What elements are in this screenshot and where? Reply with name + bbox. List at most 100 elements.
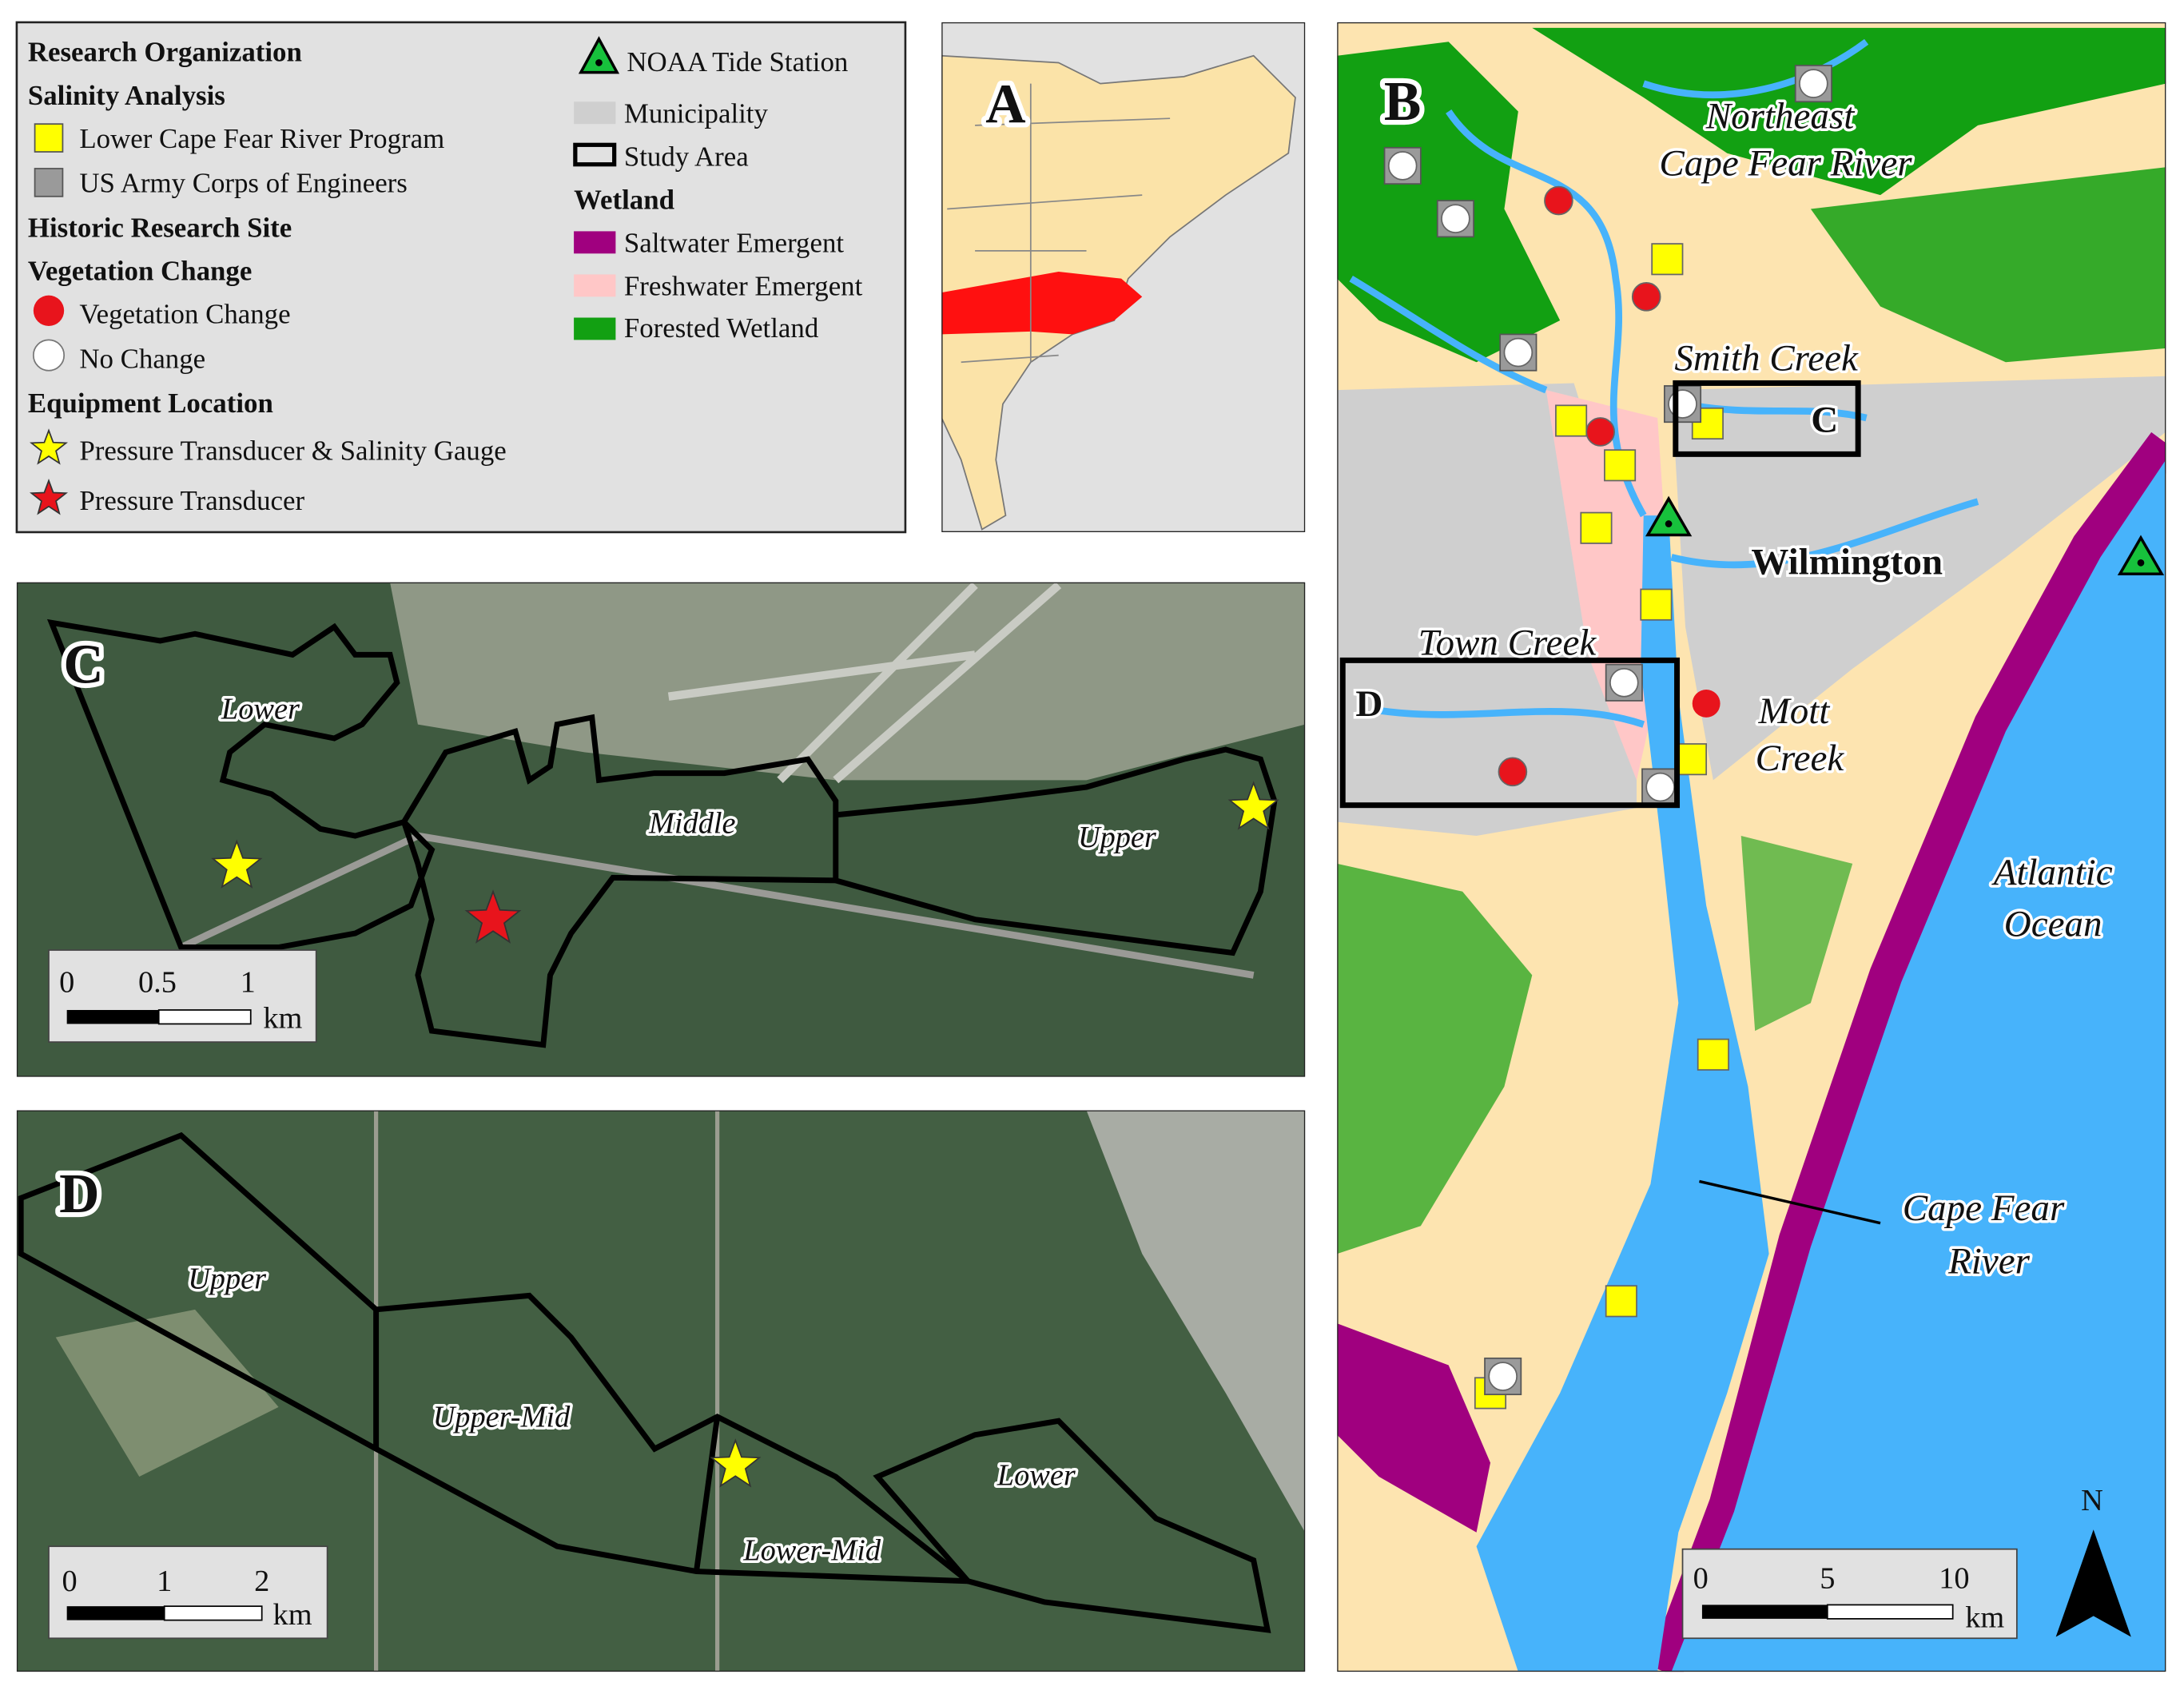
red-circle [33, 295, 65, 326]
label: Atlantic [1991, 852, 2113, 893]
label: Ocean [2004, 904, 2102, 945]
zone-lower-outline [873, 1418, 1271, 1633]
label: 0 [62, 1565, 78, 1598]
scale-bar-white [1826, 1604, 1954, 1620]
label: D [59, 1163, 99, 1225]
label: Middle [648, 807, 736, 841]
forest-5 [1740, 836, 1853, 1032]
sites [1383, 65, 2165, 1410]
north-arrow [2055, 1529, 2131, 1637]
salinity-site [1697, 1038, 1729, 1071]
label: Lower [997, 1458, 1076, 1492]
barrier-marsh [1647, 431, 2166, 1672]
label: Research Organization [28, 37, 302, 68]
label: Wilmington [1751, 541, 1943, 583]
municipality-west [1337, 383, 1637, 837]
label: Upper [1078, 821, 1157, 854]
star-c-upper [1227, 781, 1279, 830]
label: km [273, 1598, 312, 1632]
research-site [1498, 757, 1528, 787]
legend [15, 21, 907, 534]
salinity-site [1640, 588, 1673, 621]
label: Cape Fear [1903, 1187, 2065, 1229]
study-area-d [1339, 657, 1681, 809]
study-area-swatch [573, 142, 617, 167]
label: C [1811, 399, 1838, 440]
leader-line [1699, 1179, 1881, 1225]
star-c-middle [464, 889, 522, 944]
label: Municipality [624, 97, 769, 129]
tide-station [1645, 495, 1693, 537]
label: Salinity Analysis [28, 80, 225, 111]
label: US Army Corps of Engineers [79, 168, 407, 199]
yellow-square [34, 123, 64, 153]
label: 5 [1820, 1561, 1835, 1595]
scale-bar-white [163, 1605, 263, 1621]
yellow-star [30, 428, 68, 465]
green-triangle [578, 36, 620, 74]
label: 0 [1693, 1561, 1709, 1595]
label: 0 [59, 965, 74, 999]
label: Vegetation Change [79, 298, 290, 329]
label: Pressure Transducer [79, 485, 304, 516]
research-site [1585, 417, 1615, 447]
salinity-site [1604, 449, 1637, 482]
salinity-site [1555, 404, 1588, 437]
label: Pressure Transducer & Salinity Gauge [79, 435, 506, 466]
scale-bar-black [66, 1009, 159, 1024]
label: Historic Research Site [28, 212, 292, 243]
research-site [1441, 204, 1470, 234]
zone-upper-outline [834, 746, 1278, 956]
label: Lower Cape Fear River Program [79, 123, 444, 154]
cape-fear-river [1476, 515, 1769, 1672]
label: Study Area [624, 141, 749, 172]
municipality-wilmington [1671, 376, 2166, 781]
saltwater-marsh-1 [1337, 1323, 1490, 1533]
label: 1 [157, 1565, 172, 1598]
research-site [1488, 1362, 1518, 1391]
panel-b [1337, 22, 2166, 1672]
label: Cape Fear River [1659, 143, 1912, 185]
label: 10 [1939, 1561, 1969, 1595]
state-borders [947, 83, 1171, 364]
zone-lower-outline [46, 618, 436, 951]
freshwater-swatch [574, 274, 616, 297]
star-d [710, 1438, 762, 1488]
roads-c [179, 832, 1255, 979]
white-circle [32, 339, 66, 372]
study-area-c [1673, 380, 1861, 457]
star-c-lower [211, 839, 263, 889]
salinity-site [1651, 243, 1684, 276]
label: A [985, 74, 1025, 135]
label: 0.5 [138, 965, 177, 999]
zone-dividers [373, 1309, 721, 1573]
label: Freshwater Emergent [624, 271, 863, 302]
aerial-d-field [55, 1309, 279, 1477]
label: 2 [254, 1565, 269, 1598]
research-site [1631, 282, 1661, 312]
tide-station [2117, 535, 2165, 576]
scale-box-b [1681, 1548, 2018, 1640]
label: Upper [188, 1263, 267, 1296]
panel-a [941, 22, 1306, 532]
label: Mott [1758, 690, 1832, 732]
label: Forested Wetland [624, 312, 818, 344]
labels: Research Organization Salinity Analysis Lo… [28, 37, 2115, 1635]
gray-square [34, 168, 64, 197]
label: Equipment Location [28, 388, 273, 419]
saltwater-swatch [574, 231, 616, 254]
forest-4 [1337, 863, 1533, 1255]
label: km [263, 1002, 302, 1036]
label: C [63, 634, 103, 695]
label: Saltwater Emergent [624, 228, 845, 259]
red-star [30, 478, 68, 515]
scale-bar-white [157, 1009, 252, 1025]
research-site [1503, 337, 1534, 368]
research-site [1645, 772, 1675, 802]
scale-bar-black [66, 1606, 165, 1620]
research-site [1609, 667, 1639, 698]
label: Vegetation Change [28, 255, 252, 286]
label: River [1947, 1240, 2031, 1282]
panel-d [16, 1110, 1306, 1672]
